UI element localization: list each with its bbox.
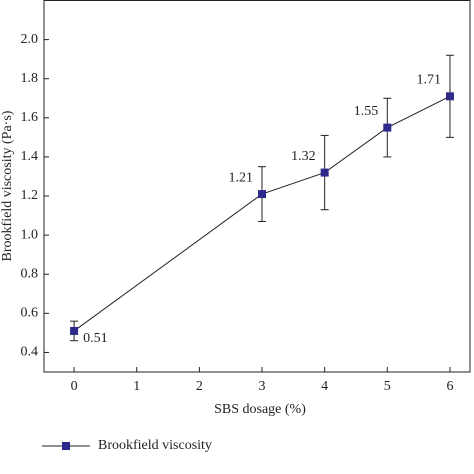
y-axis-label: Brookfield viscosity (Pa·s)	[0, 110, 15, 261]
data-label: 1.32	[291, 149, 316, 164]
y-tick-label: 1.6	[21, 110, 39, 125]
data-label: 1.71	[416, 73, 441, 88]
data-label: 1.55	[354, 104, 379, 119]
x-tick-label: 1	[133, 379, 140, 394]
x-tick-label: 0	[71, 379, 78, 394]
data-label: 1.21	[229, 170, 254, 185]
y-tick-label: 0.4	[21, 345, 39, 360]
y-tick-label: 2.0	[21, 32, 39, 47]
plot-frame	[43, 0, 471, 373]
y-tick-label: 0.6	[21, 306, 39, 321]
data-label: 0.51	[83, 331, 108, 346]
x-tick-label: 5	[384, 379, 391, 394]
marker	[383, 123, 392, 132]
x-axis-label: SBS dosage (%)	[214, 402, 306, 417]
y-tick-label: 1.2	[21, 188, 39, 203]
marker	[320, 168, 329, 177]
marker	[445, 92, 454, 101]
legend-label: Brookfield viscosity	[98, 438, 212, 453]
y-tick-label: 1.0	[21, 227, 39, 242]
y-tick-label: 1.4	[21, 149, 39, 164]
x-tick-label: 4	[321, 379, 328, 394]
legend-marker	[62, 442, 70, 450]
marker	[258, 190, 267, 199]
x-tick-label: 2	[196, 379, 203, 394]
marker	[70, 326, 79, 335]
x-tick-label: 6	[446, 379, 453, 394]
y-tick-label: 1.8	[21, 71, 39, 86]
x-tick-label: 3	[259, 379, 266, 394]
y-tick-label: 0.8	[21, 266, 39, 281]
